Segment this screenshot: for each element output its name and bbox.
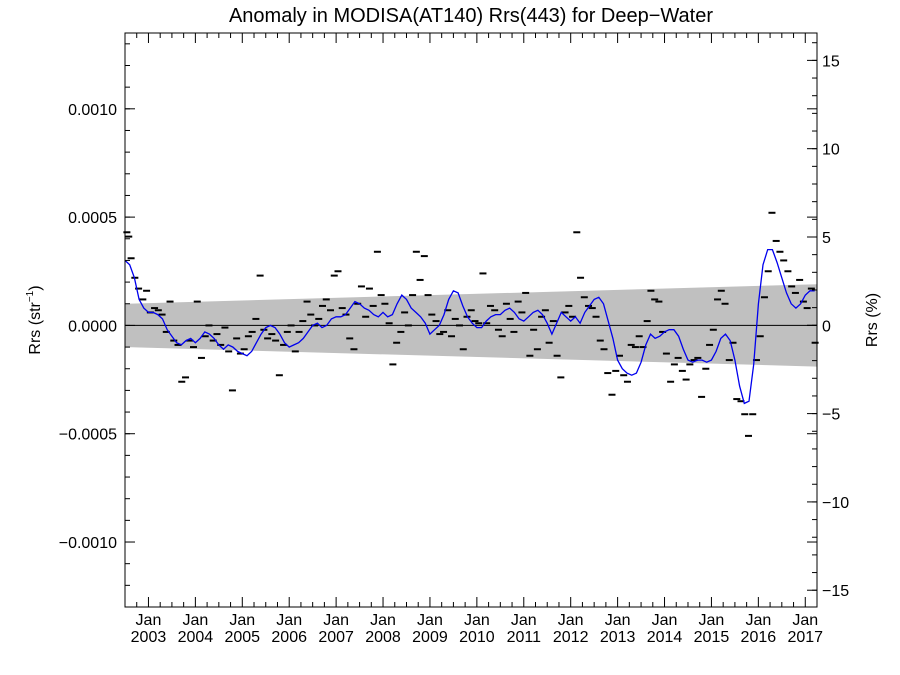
x-tick-month-label: Jan	[370, 612, 396, 629]
x-tick-year-label: 2016	[741, 629, 777, 646]
y-tick-label: −0.0005	[59, 427, 117, 444]
chart-title: Anomaly in MODISA(AT140) Rrs(443) for De…	[229, 5, 713, 27]
x-tick-month-label: Jan	[652, 612, 678, 629]
x-tick-month-label: Jan	[417, 612, 443, 629]
y-tick-label: −0.0010	[59, 535, 117, 552]
y-tick-label: 0.0005	[68, 210, 117, 227]
x-tick-year-label: 2013	[600, 629, 636, 646]
x-tick-year-label: 2014	[647, 629, 683, 646]
y2-tick-label: 0	[822, 318, 831, 335]
x-tick-year-label: 2006	[271, 629, 307, 646]
x-tick-year-label: 2008	[365, 629, 401, 646]
y2-tick-label: 10	[822, 142, 840, 159]
data-points	[123, 211, 819, 437]
plot-frame	[124, 32, 818, 608]
y2-tick-label: −5	[822, 407, 840, 424]
x-tick-year-label: 2011	[507, 629, 542, 646]
left-y-axis: 0.0010 0.0005 0.0000 −0.0005 −0.0010	[59, 43, 817, 586]
x-tick-year-label: 2015	[694, 629, 730, 646]
y-tick-label: 0.0010	[68, 102, 117, 119]
x-tick-year-label: 2009	[412, 629, 448, 646]
x-tick-year-label: 2004	[178, 629, 214, 646]
x-tick-month-label: Jan	[699, 612, 725, 629]
y-axis-label-superscript: −1	[25, 290, 36, 302]
x-tick-month-label: Jan	[511, 612, 537, 629]
y-axis-label: Rrs (str−1)	[25, 285, 44, 354]
x-tick-year-label: 2017	[787, 629, 823, 646]
y2-axis-label: Rrs (%)	[864, 293, 881, 347]
x-tick-month-label: Jan	[182, 612, 208, 629]
x-tick-month-label: Jan	[558, 612, 584, 629]
smoothed-series-line	[124, 248, 815, 405]
y2-tick-label: 15	[822, 53, 840, 70]
right-y-axis: 15 10 5 0 −5 −10 −15	[807, 42, 849, 600]
y2-tick-label: −10	[822, 495, 849, 512]
x-tick-month-label: Jan	[792, 612, 818, 629]
x-tick-month-label: Jan	[605, 612, 631, 629]
x-tick-month-label: Jan	[136, 612, 162, 629]
y-axis-label-close: )	[27, 285, 44, 290]
x-tick-month-label: Jan	[276, 612, 302, 629]
x-tick-month-label: Jan	[464, 612, 490, 629]
y2-tick-label: 5	[822, 230, 831, 247]
plot-area	[123, 32, 819, 608]
x-tick-month-label: Jan	[229, 612, 255, 629]
y-axis-label-text: Rrs (str	[27, 301, 44, 354]
x-tick-year-label: 2010	[459, 629, 495, 646]
y-tick-label: 0.0000	[68, 318, 117, 335]
x-tick-month-label: Jan	[323, 612, 349, 629]
x-tick-year-label: 2007	[318, 629, 354, 646]
x-tick-year-label: 2012	[553, 629, 589, 646]
x-axis: Jan2003Jan2004Jan2005Jan2006Jan2007Jan20…	[131, 33, 823, 646]
x-tick-year-label: 2005	[224, 629, 260, 646]
x-tick-year-label: 2003	[131, 629, 167, 646]
y2-tick-label: −15	[822, 583, 849, 600]
x-tick-month-label: Jan	[745, 612, 771, 629]
